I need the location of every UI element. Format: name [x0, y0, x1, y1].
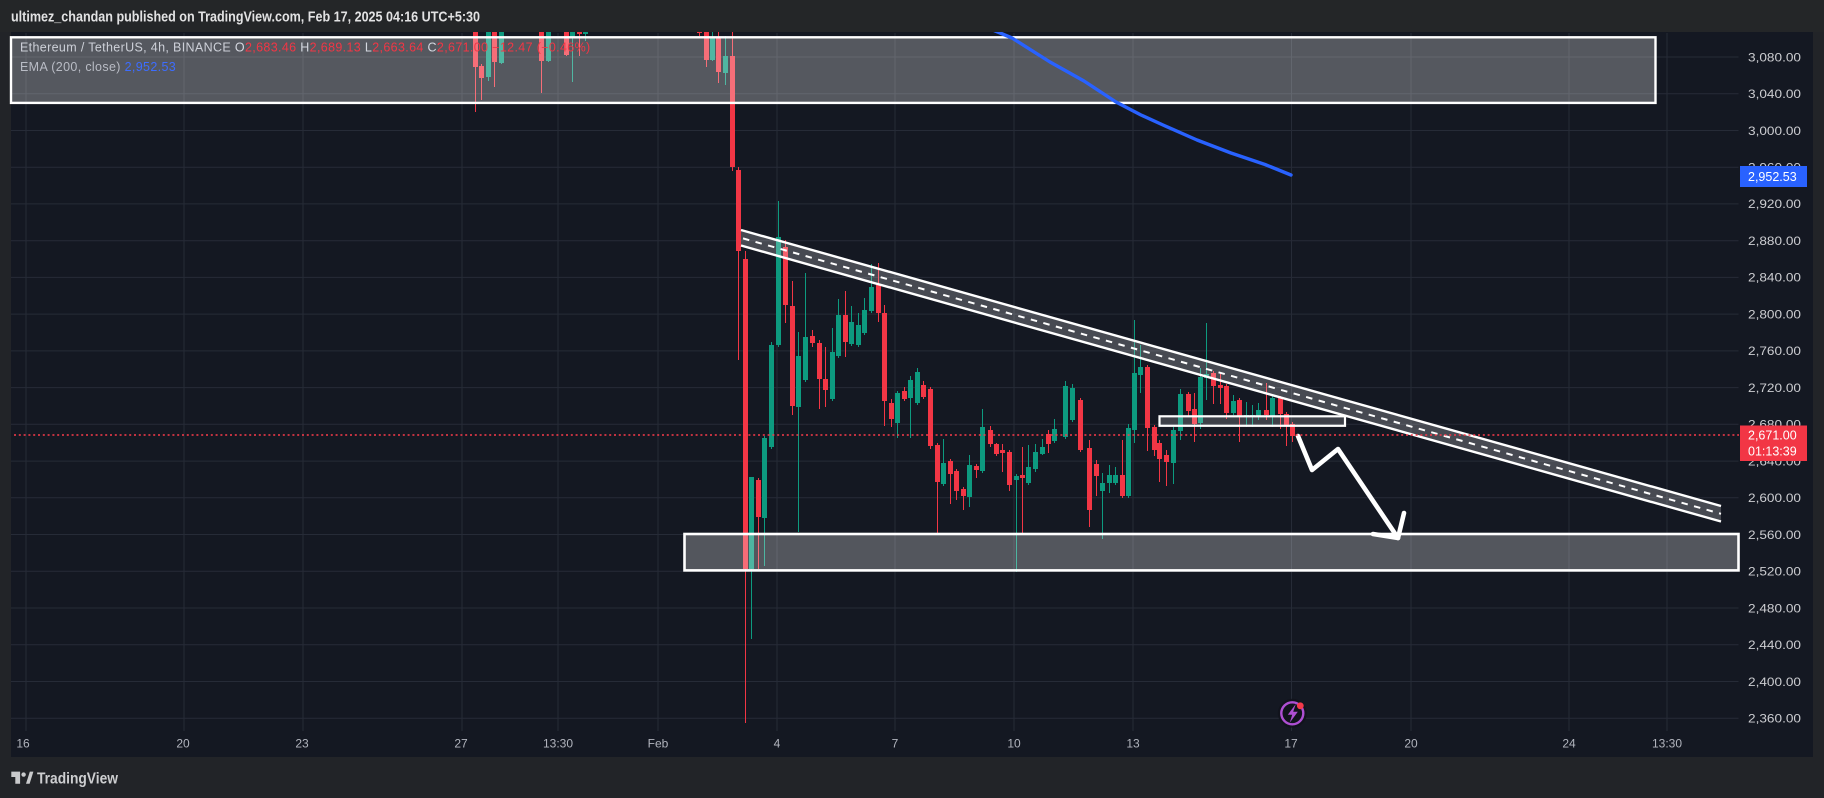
svg-text:01:13:39: 01:13:39: [1748, 445, 1797, 459]
svg-text:24: 24: [1562, 737, 1576, 751]
svg-text:2,520.00: 2,520.00: [1748, 565, 1801, 579]
svg-text:2,360.00: 2,360.00: [1748, 712, 1801, 726]
svg-text:17: 17: [1284, 737, 1298, 751]
svg-text:EMA (200, close) 2,952.53: EMA (200, close) 2,952.53: [20, 60, 176, 74]
svg-text:20: 20: [176, 737, 190, 751]
svg-text:13:30: 13:30: [543, 737, 573, 751]
svg-text:4: 4: [774, 737, 781, 751]
svg-text:2,840.00: 2,840.00: [1748, 271, 1801, 285]
svg-text:2,560.00: 2,560.00: [1748, 528, 1801, 542]
svg-text:10: 10: [1007, 737, 1021, 751]
svg-text:2,480.00: 2,480.00: [1748, 601, 1801, 615]
svg-text:20: 20: [1404, 737, 1418, 751]
svg-text:3,000.00: 3,000.00: [1748, 124, 1801, 138]
svg-text:13: 13: [1126, 737, 1140, 751]
svg-text:3,040.00: 3,040.00: [1748, 87, 1801, 101]
svg-text:Feb: Feb: [648, 737, 669, 751]
svg-text:2,600.00: 2,600.00: [1748, 491, 1801, 505]
svg-text:2,720.00: 2,720.00: [1748, 381, 1801, 395]
svg-text:2,760.00: 2,760.00: [1748, 344, 1801, 358]
svg-text:7: 7: [892, 737, 899, 751]
svg-text:2,671.00: 2,671.00: [1748, 429, 1797, 443]
svg-text:13:30: 13:30: [1652, 737, 1682, 751]
svg-text:2,800.00: 2,800.00: [1748, 307, 1801, 321]
svg-text:27: 27: [454, 737, 468, 751]
svg-text:3,080.00: 3,080.00: [1748, 50, 1801, 64]
svg-text:ultimez_chandan published on T: ultimez_chandan published on TradingView…: [11, 9, 480, 26]
svg-text:23: 23: [295, 737, 309, 751]
svg-text:2,400.00: 2,400.00: [1748, 675, 1801, 689]
svg-text:2,920.00: 2,920.00: [1748, 197, 1801, 211]
svg-text:2,880.00: 2,880.00: [1748, 234, 1801, 248]
svg-text:Ethereum / TetherUS, 4h, BINAN: Ethereum / TetherUS, 4h, BINANCE O2,683.…: [20, 41, 591, 55]
svg-text:TradingView: TradingView: [37, 771, 119, 788]
svg-text:2,440.00: 2,440.00: [1748, 638, 1801, 652]
svg-text:2,952.53: 2,952.53: [1748, 170, 1797, 184]
svg-text:16: 16: [16, 737, 30, 751]
